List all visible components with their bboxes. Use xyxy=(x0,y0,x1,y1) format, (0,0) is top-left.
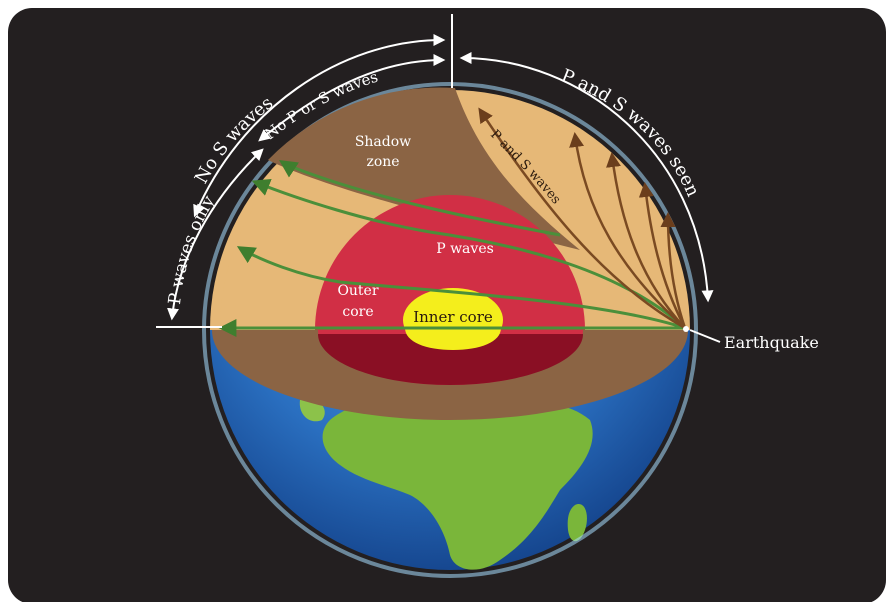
label-earthquake: Earthquake xyxy=(724,333,819,352)
atmosphere-glow xyxy=(202,82,698,578)
earthquake-focus xyxy=(683,326,689,332)
label-outer-core-line1: Outer xyxy=(337,283,378,299)
label-shadow-zone-line2: zone xyxy=(366,154,399,170)
cut-face-inner-core xyxy=(405,328,501,350)
label-shadow-zone-line1: Shadow xyxy=(355,134,411,150)
no-p-or-s-arc xyxy=(258,54,446,142)
p-wave-path-2 xyxy=(236,246,686,330)
label-inner-core: Inner core xyxy=(413,308,493,326)
annotation-lines xyxy=(156,14,721,343)
madagascar-land xyxy=(567,504,587,542)
earthquake-pointer xyxy=(689,329,721,343)
africa-land xyxy=(322,396,593,570)
p-only-arc xyxy=(167,148,264,321)
label-p-waves: P waves xyxy=(436,241,494,257)
cut-face-lower-outer-core xyxy=(318,334,583,385)
p-and-s-seen-arc xyxy=(459,52,714,303)
label-outer-core-line2: core xyxy=(342,304,373,320)
